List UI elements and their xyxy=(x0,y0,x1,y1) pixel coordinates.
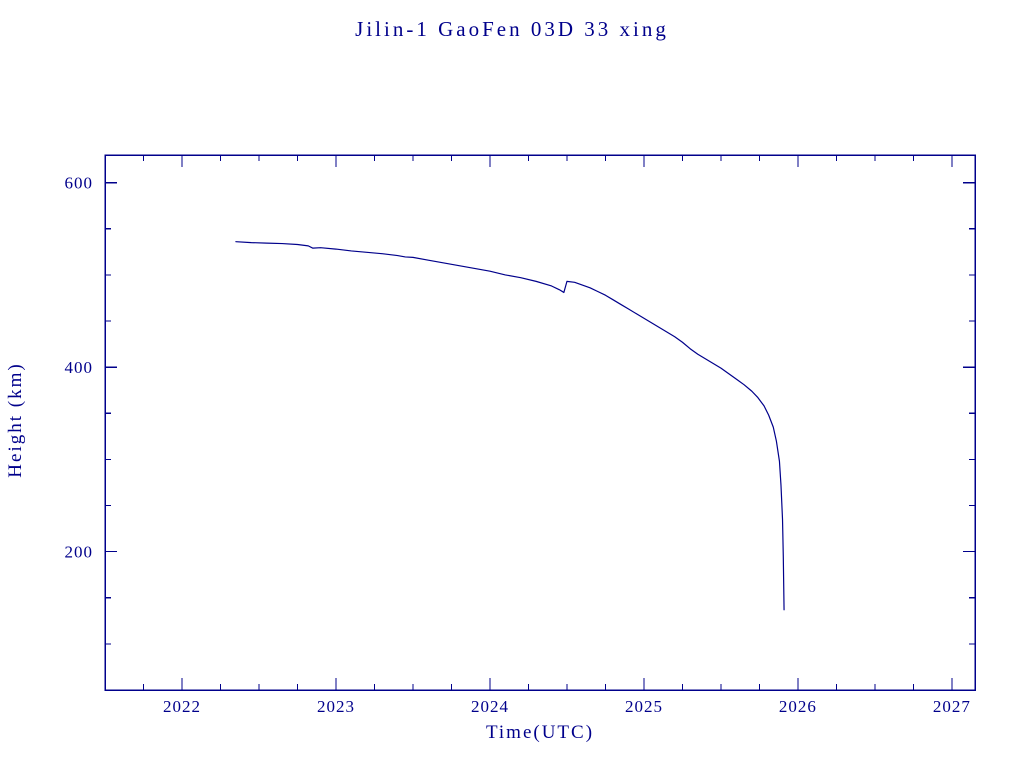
plot-border xyxy=(104,154,976,691)
x-tick-label: 2025 xyxy=(625,697,663,716)
data-line xyxy=(235,241,785,611)
x-tick-label: 2027 xyxy=(933,697,971,716)
x-tick-label: 2026 xyxy=(779,697,817,716)
y-tick-label: 600 xyxy=(65,174,94,193)
chart-title: Jilin-1 GaoFen 03D 33 xing xyxy=(355,17,669,41)
x-tick-label: 2022 xyxy=(163,697,201,716)
y-tick-label: 200 xyxy=(65,543,94,562)
x-tick-label: 2023 xyxy=(317,697,355,716)
y-tick-label: 400 xyxy=(65,358,94,377)
x-tick-label: 2024 xyxy=(471,697,509,716)
x-axis-label: Time(UTC) xyxy=(485,722,595,743)
